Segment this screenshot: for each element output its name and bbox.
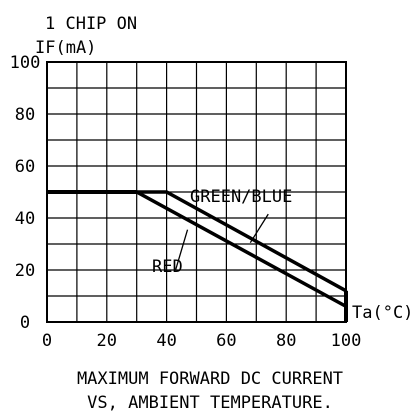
series-label-red: RED — [152, 257, 183, 277]
x-tick-label: 20 — [97, 331, 117, 351]
y-axis-label: IF(mA) — [35, 38, 96, 58]
chart-series — [47, 190, 348, 322]
x-axis-label: Ta(°C) — [352, 303, 413, 323]
x-tick-label: 80 — [276, 331, 296, 351]
chart-ticks: 0 20 40 60 80 100 0 20 40 60 80 100 — [10, 53, 362, 351]
x-tick-label: 40 — [156, 331, 176, 351]
y-tick-label: 0 — [20, 313, 30, 333]
x-tick-label: 60 — [216, 331, 236, 351]
chart-subtitle: VS, AMBIENT TEMPERATURE. — [87, 393, 333, 412]
chart-header-line: 1 CHIP ON — [45, 14, 137, 34]
y-tick-label: 20 — [15, 261, 35, 281]
x-tick-label: 0 — [42, 331, 52, 351]
series-line-red — [47, 190, 347, 308]
chart-grid — [47, 62, 346, 322]
y-tick-label: 80 — [15, 105, 35, 125]
y-tick-label: 60 — [15, 157, 35, 177]
leader-line-red — [174, 229, 189, 271]
x-tick-label: 100 — [331, 331, 362, 351]
chart-title: MAXIMUM FORWARD DC CURRENT — [77, 369, 343, 389]
series-label-green-blue: GREEN/BLUE — [190, 187, 292, 207]
y-tick-label: 40 — [15, 209, 35, 229]
y-tick-label: 100 — [10, 53, 41, 73]
leader-line-green-blue — [249, 213, 269, 244]
